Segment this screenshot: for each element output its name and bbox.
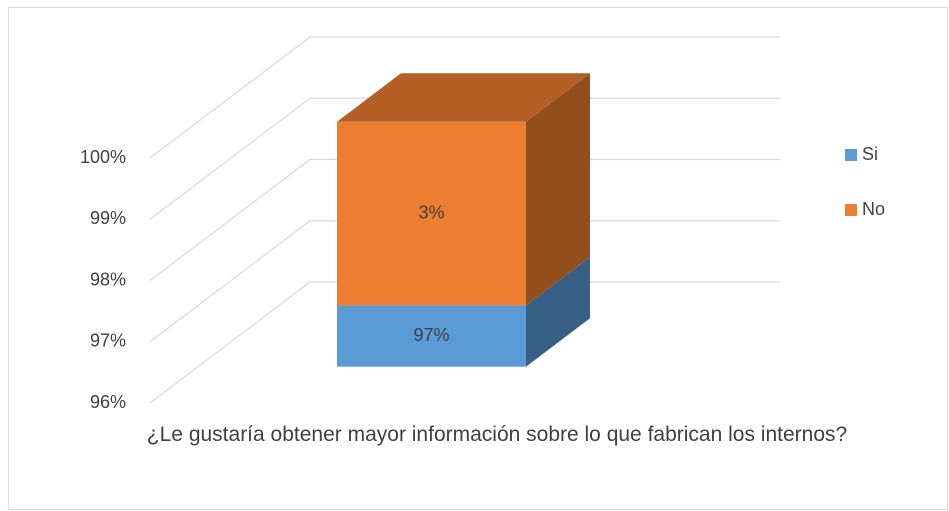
legend-label: No (862, 199, 885, 219)
data-label: 3% (418, 202, 444, 222)
legend-label: Si (862, 144, 878, 164)
bar (337, 305, 526, 367)
y-tick-label: 98% (90, 269, 126, 289)
y-tick-label: 96% (90, 392, 126, 412)
bar (337, 121, 526, 306)
y-tick-label: 97% (90, 331, 126, 351)
legend-swatch (845, 204, 857, 216)
bar-side (526, 73, 590, 306)
y-tick-label: 100% (80, 147, 126, 167)
category-label: ¿Le gustaría obtener mayor información s… (146, 423, 848, 446)
bar-side (526, 257, 590, 367)
legend-swatch (845, 149, 857, 161)
grid-line (149, 97, 780, 220)
grid-line (149, 158, 780, 281)
grid-line (149, 281, 780, 404)
chart-border (8, 7, 948, 510)
data-label: 97% (413, 325, 449, 345)
y-tick-label: 99% (90, 208, 126, 228)
grid-line (149, 36, 780, 159)
grid-line (149, 220, 780, 343)
bar-top (337, 73, 590, 122)
